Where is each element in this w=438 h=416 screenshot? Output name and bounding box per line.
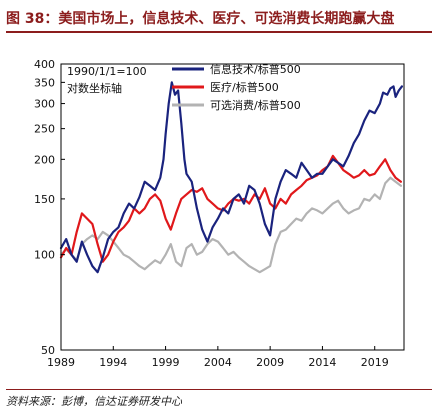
x-tick-label-1: 1994: [99, 356, 127, 369]
y-tick-label-2: 150: [34, 193, 55, 206]
legend-label-2: 可选消费/标普500: [210, 98, 301, 112]
y-tick-label-5: 300: [34, 98, 55, 111]
series-line-1: [59, 154, 402, 263]
y-tick-label-1: 100: [34, 249, 55, 262]
series-line-0: [59, 81, 403, 274]
legend-label-0: 信息技术/标普500: [210, 62, 301, 76]
chart-title: 图 38：美国市场上，信息技术、医疗、可选消费长期跑赢大盘: [6, 11, 395, 27]
axes: 50 100 150 200 250 300 350 400 1989 1994 1999 2004 2…: [34, 58, 405, 369]
y-axis-label: 对数坐标轴: [67, 81, 122, 95]
x-tick-label-6: 2019: [361, 356, 389, 369]
source-divider: [6, 389, 432, 390]
y-tick-label-0: 50: [41, 344, 55, 357]
x-tick-label-0: 1989: [47, 356, 75, 369]
y-tick-label-3: 200: [34, 153, 55, 166]
source-note: 资料来源：彭博，信达证券研发中心: [6, 395, 182, 408]
y-tick-label-7: 400: [34, 58, 55, 71]
x-tick-label-3: 2004: [204, 356, 232, 369]
title-divider: [6, 31, 432, 33]
base-annotation: 1990/1/1=100: [67, 65, 147, 78]
y-tick-label-4: 250: [34, 123, 55, 136]
legend-label-1: 医疗/标普500: [210, 80, 279, 94]
x-tick-label-4: 2009: [256, 356, 284, 369]
y-tick-label-6: 350: [34, 76, 55, 89]
x-tick-label-5: 2014: [308, 356, 336, 369]
legend: 信息技术/标普500 医疗/标普500 可选消费/标普500: [172, 62, 301, 112]
series-line-2: [59, 176, 402, 274]
plot-area: [59, 81, 403, 274]
plot-frame: [60, 63, 405, 351]
x-tick-label-2: 1999: [152, 356, 180, 369]
